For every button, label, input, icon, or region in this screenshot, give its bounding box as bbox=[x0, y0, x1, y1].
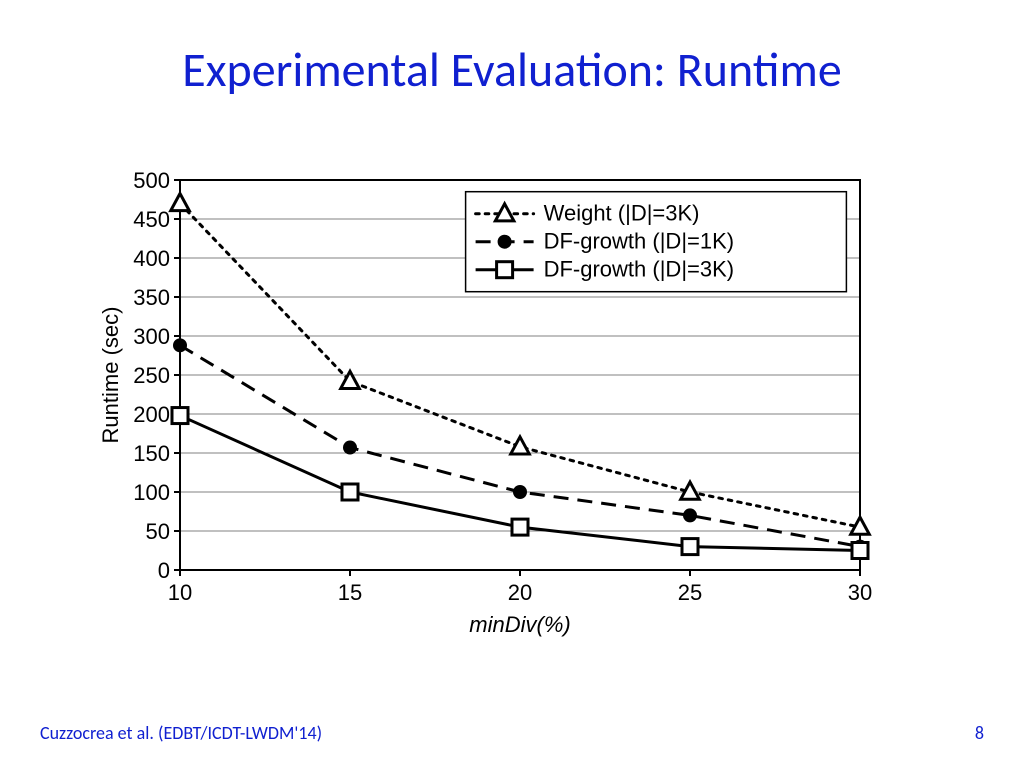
slide-title: Experimental Evaluation: Runtime bbox=[0, 40, 1024, 99]
svg-text:30: 30 bbox=[848, 580, 872, 605]
chart-svg: 0501001502002503003504004505001015202530… bbox=[90, 170, 890, 650]
svg-text:150: 150 bbox=[133, 441, 170, 466]
svg-text:50: 50 bbox=[146, 519, 170, 544]
svg-text:20: 20 bbox=[508, 580, 532, 605]
page-number: 8 bbox=[975, 722, 984, 744]
svg-text:450: 450 bbox=[133, 207, 170, 232]
svg-text:10: 10 bbox=[168, 580, 192, 605]
svg-text:DF-growth (|D|=1K): DF-growth (|D|=1K) bbox=[544, 229, 735, 254]
runtime-chart: 0501001502002503003504004505001015202530… bbox=[90, 170, 890, 650]
footer-citation: Cuzzocrea et al. (EDBT/ICDT-LWDM'14) bbox=[40, 722, 322, 744]
svg-text:15: 15 bbox=[338, 580, 362, 605]
chart-legend: Weight (|D|=3K) DF-growth (|D|=1K) DF-grow… bbox=[466, 192, 847, 292]
svg-text:200: 200 bbox=[133, 402, 170, 427]
svg-text:25: 25 bbox=[678, 580, 702, 605]
svg-text:350: 350 bbox=[133, 285, 170, 310]
svg-text:Runtime (sec): Runtime (sec) bbox=[98, 307, 123, 444]
svg-text:Weight (|D|=3K): Weight (|D|=3K) bbox=[544, 201, 700, 226]
svg-text:250: 250 bbox=[133, 363, 170, 388]
svg-text:400: 400 bbox=[133, 246, 170, 271]
slide: Experimental Evaluation: Runtime 0501001… bbox=[0, 0, 1024, 768]
svg-text:minDiv(%): minDiv(%) bbox=[469, 612, 570, 637]
svg-text:100: 100 bbox=[133, 480, 170, 505]
svg-text:300: 300 bbox=[133, 324, 170, 349]
svg-text:500: 500 bbox=[133, 170, 170, 193]
svg-text:DF-growth (|D|=3K): DF-growth (|D|=3K) bbox=[544, 257, 735, 282]
